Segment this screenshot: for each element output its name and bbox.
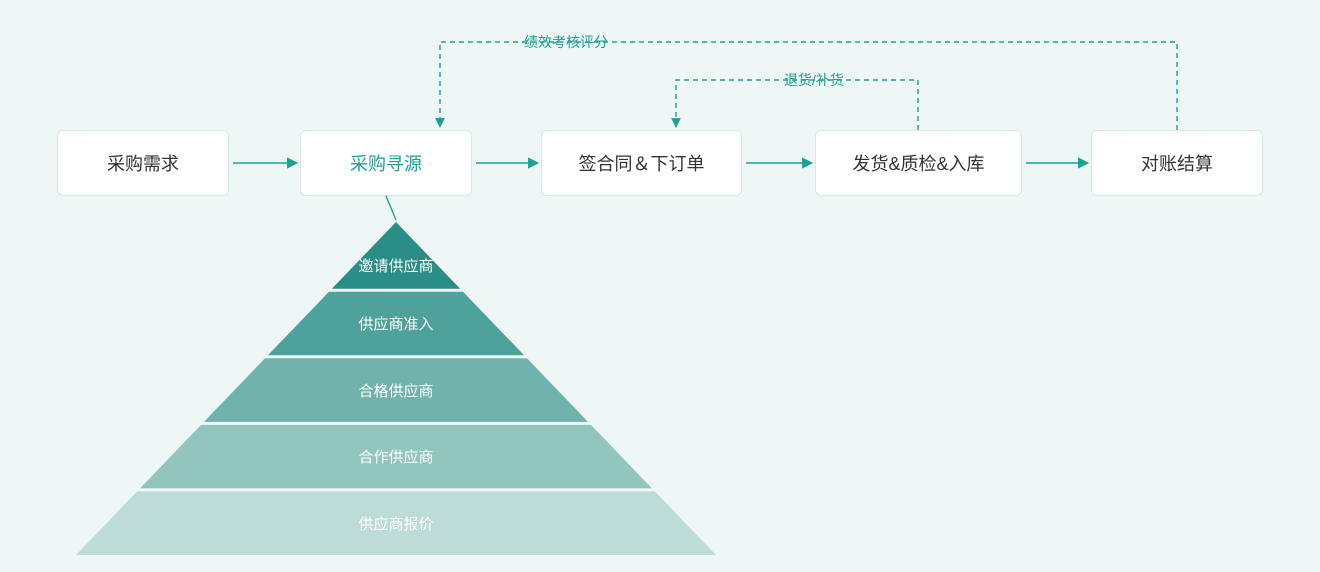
flow-box-n1: 采购需求 — [57, 130, 229, 196]
flow-box-n4: 发货&质检&入库 — [815, 130, 1022, 196]
flow-box-n5: 对账结算 — [1091, 130, 1263, 196]
flow-box-n2: 采购寻源 — [300, 130, 472, 196]
pyramid-level-label: 合格供应商 — [204, 358, 588, 422]
flow-box-label: 对账结算 — [1141, 150, 1213, 176]
pyramid-level-label: 邀请供应商 — [332, 222, 460, 289]
pyramid-level-label: 供应商报价 — [76, 491, 716, 555]
flow-box-n3: 签合同＆下订单 — [541, 130, 742, 196]
flow-box-label: 采购需求 — [107, 150, 179, 176]
flow-box-label: 发货&质检&入库 — [852, 150, 984, 176]
pyramid-level-label: 供应商准入 — [268, 292, 524, 356]
feedback-label: 退货/补货 — [780, 70, 848, 90]
pyramid-level-label: 合作供应商 — [140, 425, 652, 489]
flow-box-label: 采购寻源 — [350, 150, 422, 176]
feedback-label: 绩效考核评分 — [520, 32, 612, 52]
flow-box-label: 签合同＆下订单 — [579, 150, 705, 176]
